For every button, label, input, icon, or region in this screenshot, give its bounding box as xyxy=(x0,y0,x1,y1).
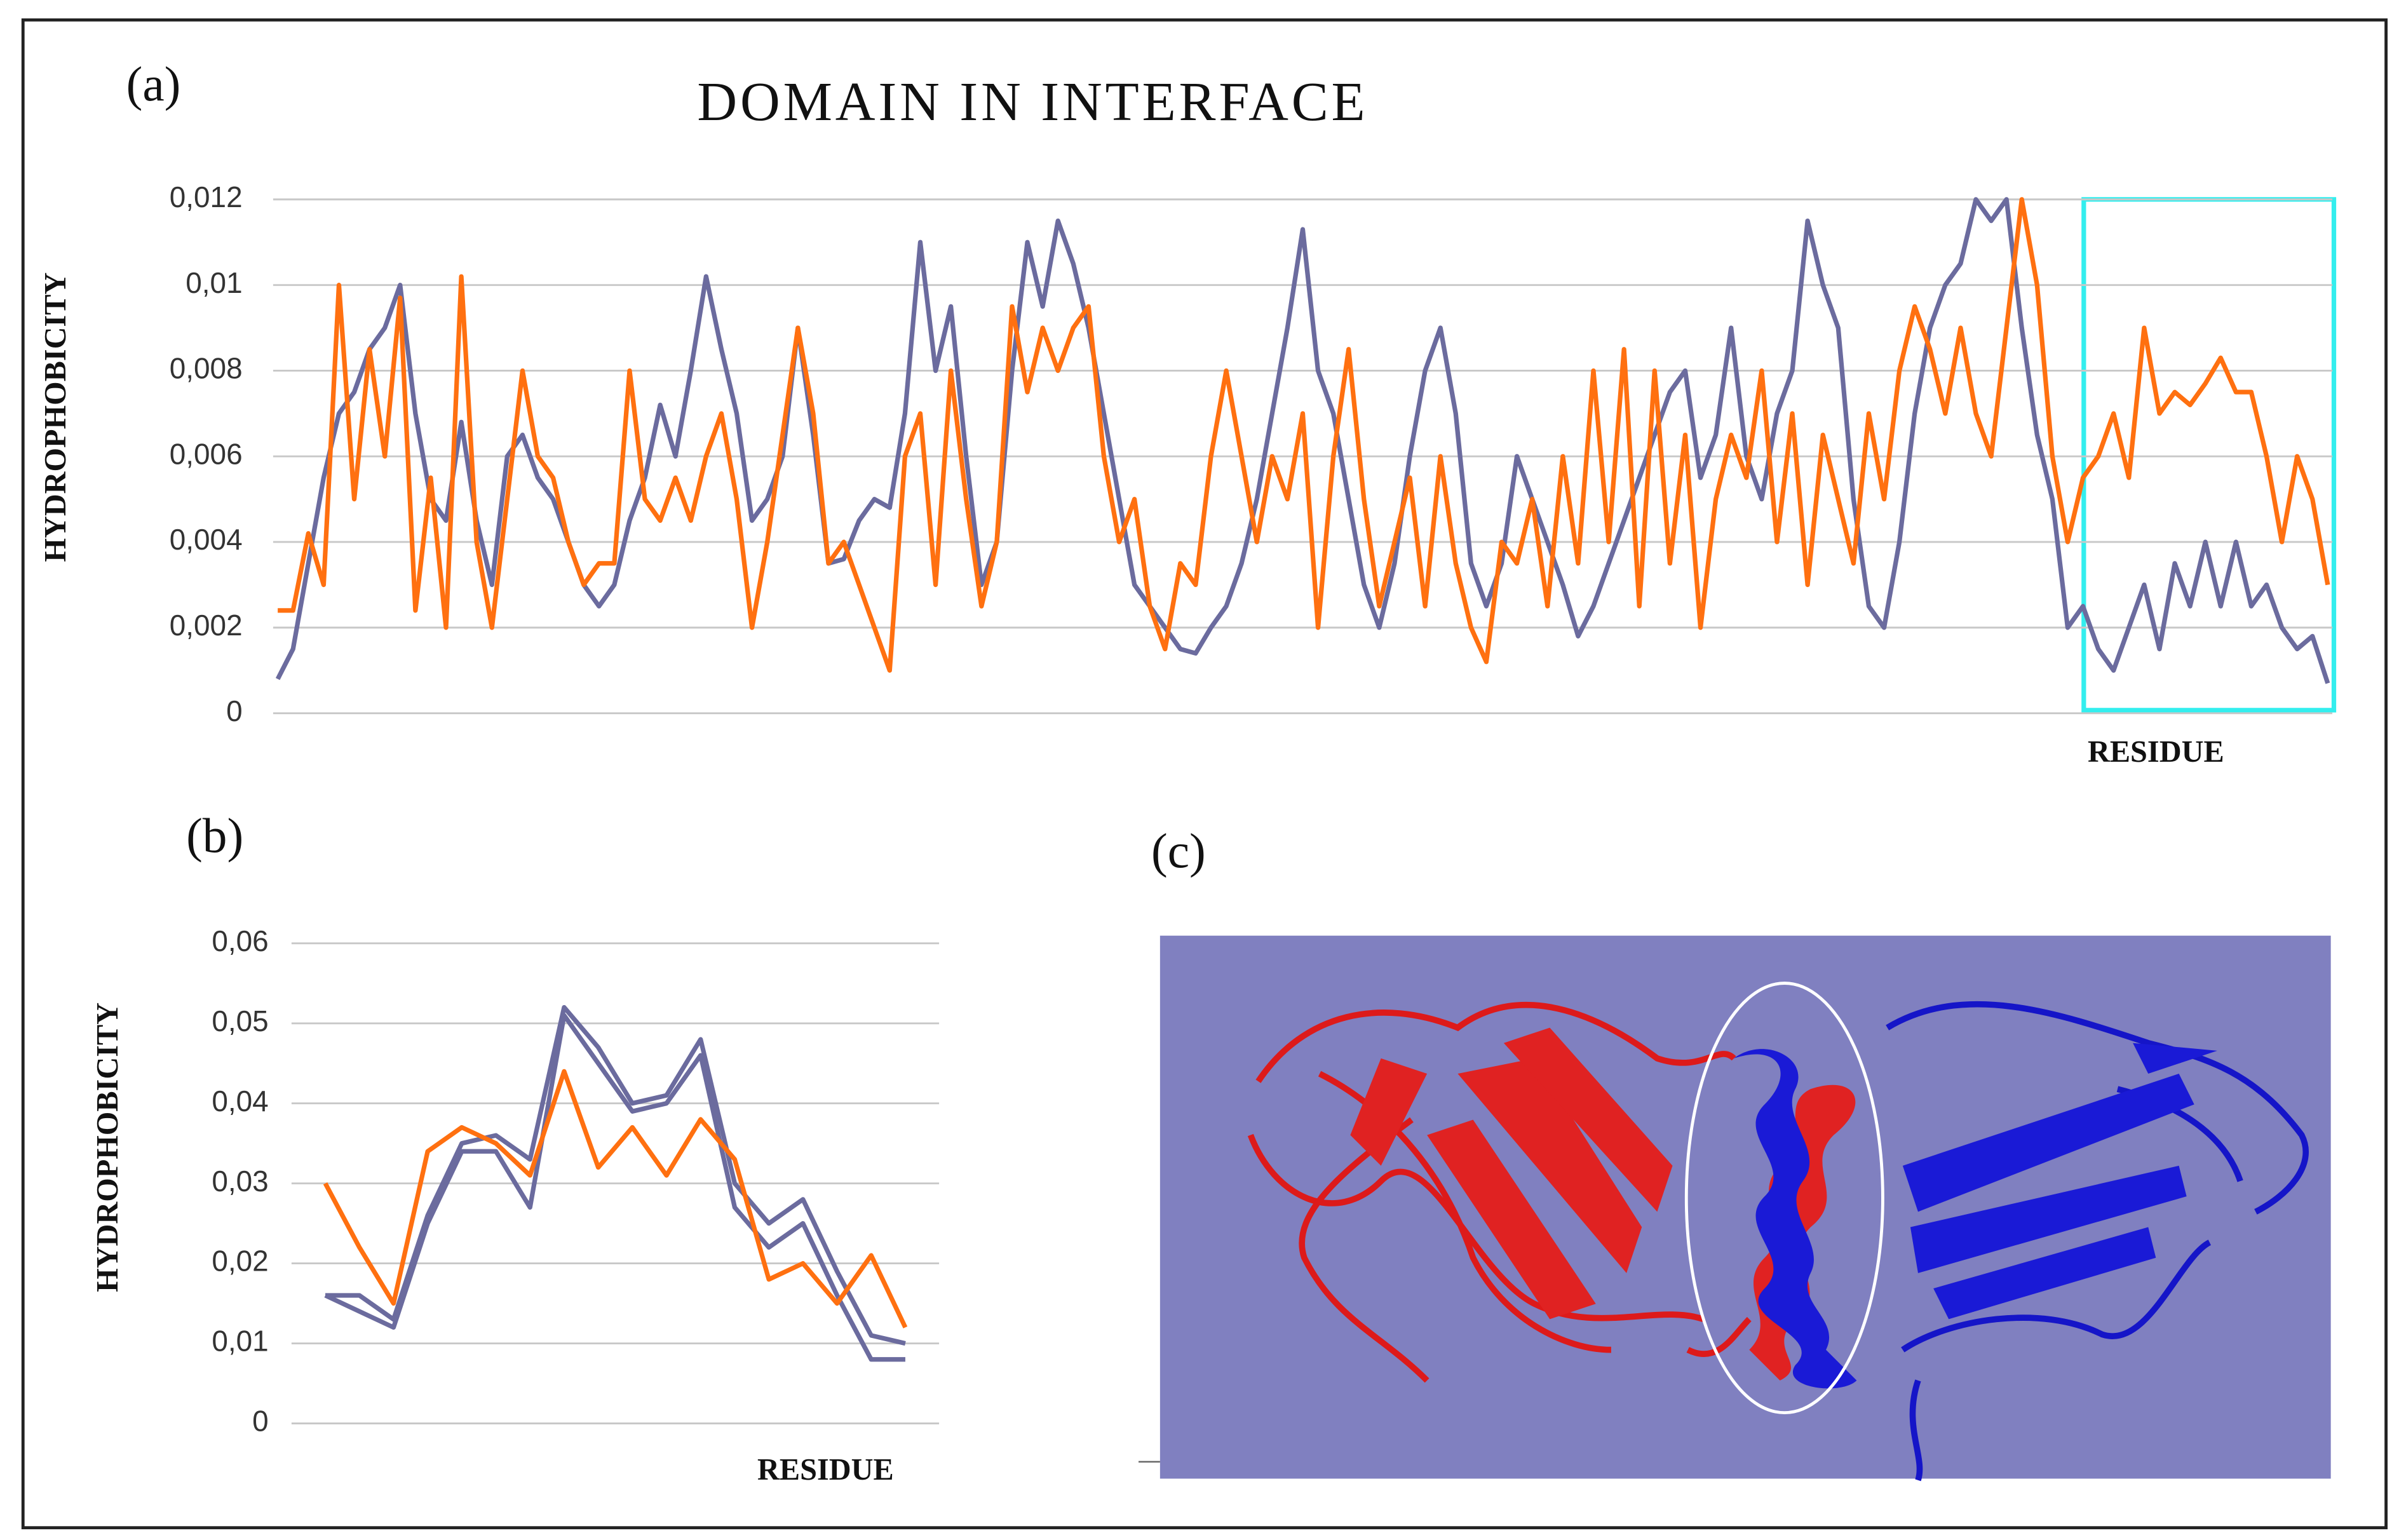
y-tick-label: 0,012 xyxy=(170,180,243,213)
panel-label: (b) xyxy=(186,808,243,863)
y-tick-label: 0,02 xyxy=(212,1245,268,1278)
blue-sheets xyxy=(1734,1043,2217,1389)
y-axis-label: HYDROPHOBICITY xyxy=(39,273,72,562)
protein-image xyxy=(1139,935,2331,1482)
frame xyxy=(21,18,2388,1530)
y-tick-label: 0,03 xyxy=(212,1165,268,1198)
y-tick-label: 0,05 xyxy=(212,1004,268,1037)
y-tick-label: 0,004 xyxy=(170,523,243,556)
y-tick-label: 0 xyxy=(252,1405,269,1438)
y-axis-label: HYDROPHOBICITY xyxy=(91,1003,125,1292)
data-line xyxy=(325,1004,906,1346)
y-tick-label: 0,01 xyxy=(186,266,242,299)
x-axis-label: RESIDUE xyxy=(2088,735,2224,769)
y-tick-label: 0,006 xyxy=(170,437,243,470)
x-axis-label: RESIDUE xyxy=(757,1453,894,1487)
y-tick-label: 0,06 xyxy=(212,924,268,957)
data-line xyxy=(323,1069,908,1328)
data-line xyxy=(278,197,2330,673)
interface-ellipse xyxy=(1684,982,1884,1415)
y-tick-label: 0 xyxy=(226,694,243,727)
panel-label: (c) xyxy=(1151,823,1206,878)
y-tick-label: 0,008 xyxy=(170,352,243,385)
y-tick-label: 0,04 xyxy=(212,1084,268,1118)
y-tick-label: 0,01 xyxy=(212,1325,268,1358)
y-tick-label: 0,002 xyxy=(170,609,243,642)
data-line xyxy=(275,197,2330,684)
data-line xyxy=(324,1013,905,1362)
chart-title: DOMAIN IN INTERFACE xyxy=(697,71,1368,132)
panel-label: (a) xyxy=(126,57,181,111)
